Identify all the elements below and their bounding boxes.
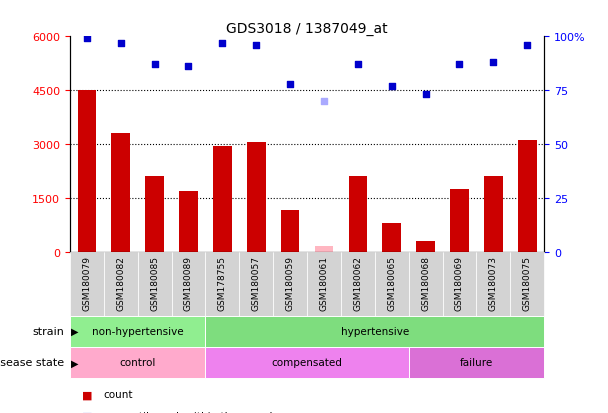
- Text: non-hypertensive: non-hypertensive: [92, 326, 184, 337]
- Text: control: control: [120, 357, 156, 368]
- Text: GSM180059: GSM180059: [286, 255, 295, 310]
- Bar: [273, 252, 307, 316]
- Point: [218, 40, 227, 47]
- Text: GSM180075: GSM180075: [523, 255, 532, 310]
- Point: [387, 83, 396, 90]
- Text: GSM180069: GSM180069: [455, 255, 464, 310]
- Bar: [416, 241, 435, 252]
- Bar: [510, 252, 544, 316]
- Text: strain: strain: [32, 326, 64, 337]
- Text: GSM180079: GSM180079: [82, 255, 91, 310]
- Text: GSM180062: GSM180062: [353, 255, 362, 310]
- Text: ▶: ▶: [71, 357, 78, 368]
- Text: GSM180089: GSM180089: [184, 255, 193, 310]
- Point: [82, 36, 92, 43]
- Bar: [307, 252, 341, 316]
- Bar: [315, 247, 333, 252]
- Bar: [171, 252, 206, 316]
- Text: ▶: ▶: [71, 326, 78, 337]
- Title: GDS3018 / 1387049_at: GDS3018 / 1387049_at: [226, 22, 388, 36]
- Text: hypertensive: hypertensive: [340, 326, 409, 337]
- Bar: [348, 177, 367, 252]
- Bar: [111, 134, 130, 252]
- Bar: [78, 91, 96, 252]
- Bar: [70, 347, 206, 378]
- Bar: [518, 141, 536, 252]
- Point: [285, 81, 295, 88]
- Bar: [484, 177, 503, 252]
- Point: [353, 62, 363, 69]
- Text: GSM180057: GSM180057: [252, 255, 261, 310]
- Bar: [206, 252, 240, 316]
- Bar: [281, 211, 299, 252]
- Bar: [213, 146, 232, 252]
- Point: [184, 64, 193, 71]
- Text: ■: ■: [82, 411, 92, 413]
- Text: GSM180065: GSM180065: [387, 255, 396, 310]
- Bar: [179, 191, 198, 252]
- Text: ■: ■: [82, 389, 92, 399]
- Bar: [477, 252, 510, 316]
- Point: [150, 62, 159, 69]
- Bar: [206, 316, 544, 347]
- Text: percentile rank within the sample: percentile rank within the sample: [103, 411, 279, 413]
- Bar: [450, 189, 469, 252]
- Bar: [375, 252, 409, 316]
- Bar: [206, 347, 409, 378]
- Bar: [443, 252, 477, 316]
- Point: [421, 92, 430, 98]
- Bar: [70, 252, 104, 316]
- Point: [488, 59, 498, 66]
- Text: GSM180073: GSM180073: [489, 255, 498, 310]
- Text: GSM178755: GSM178755: [218, 255, 227, 310]
- Text: count: count: [103, 389, 133, 399]
- Bar: [409, 252, 443, 316]
- Text: GSM180082: GSM180082: [116, 255, 125, 310]
- Text: GSM180061: GSM180061: [319, 255, 328, 310]
- Bar: [341, 252, 375, 316]
- Bar: [145, 177, 164, 252]
- Text: disease state: disease state: [0, 357, 64, 368]
- Point: [319, 98, 329, 105]
- Text: GSM180068: GSM180068: [421, 255, 430, 310]
- Point: [455, 62, 465, 69]
- Bar: [247, 143, 266, 252]
- Bar: [104, 252, 137, 316]
- Text: compensated: compensated: [272, 357, 342, 368]
- Bar: [240, 252, 273, 316]
- Bar: [382, 223, 401, 252]
- Point: [116, 40, 126, 47]
- Text: GSM180085: GSM180085: [150, 255, 159, 310]
- Point: [251, 43, 261, 49]
- Bar: [137, 252, 171, 316]
- Text: failure: failure: [460, 357, 493, 368]
- Bar: [70, 316, 206, 347]
- Bar: [409, 347, 544, 378]
- Point: [522, 43, 532, 49]
